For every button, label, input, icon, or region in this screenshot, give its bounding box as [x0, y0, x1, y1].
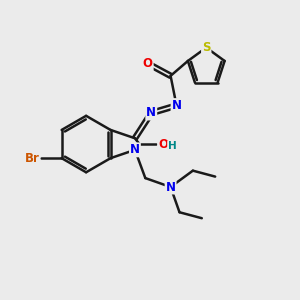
Text: O: O [143, 58, 153, 70]
Text: Br: Br [25, 152, 39, 165]
Text: O: O [158, 138, 168, 151]
Text: N: N [130, 143, 140, 156]
Text: N: N [166, 181, 176, 194]
Text: N: N [172, 99, 182, 112]
Text: H: H [168, 141, 176, 152]
Text: N: N [146, 106, 156, 119]
Text: S: S [202, 41, 211, 54]
